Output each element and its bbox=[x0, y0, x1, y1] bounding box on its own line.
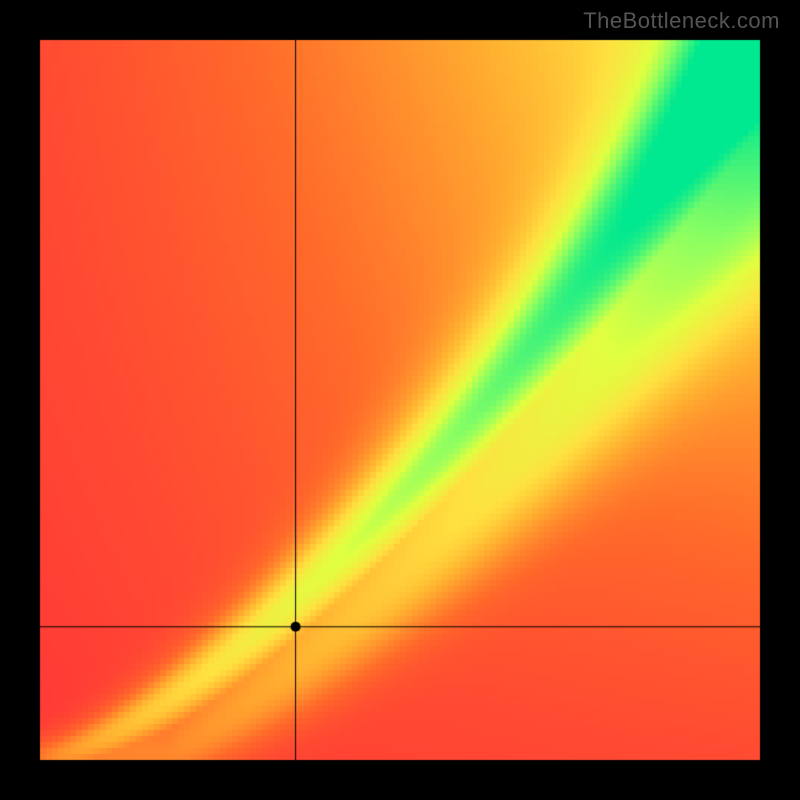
watermark-text: TheBottleneck.com bbox=[583, 8, 780, 34]
chart-container: TheBottleneck.com bbox=[0, 0, 800, 800]
bottleneck-heatmap bbox=[0, 0, 800, 800]
